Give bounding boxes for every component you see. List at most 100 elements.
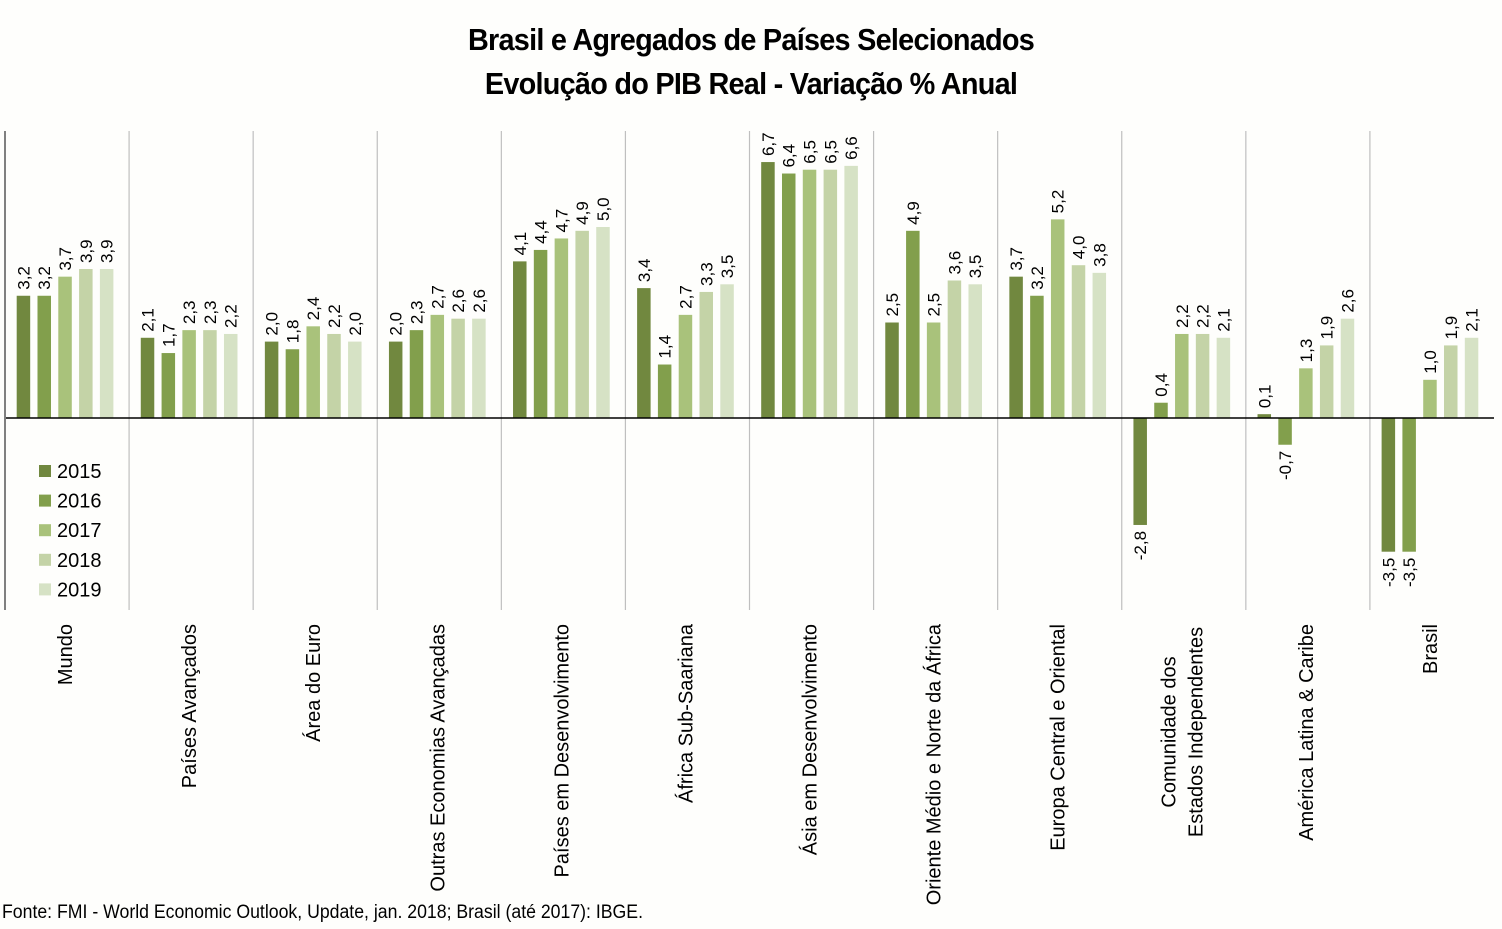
value-label: 2,7	[428, 285, 447, 309]
value-label: 2,3	[180, 300, 199, 324]
bar-2016	[657, 364, 672, 418]
bar-2015	[761, 162, 775, 418]
bar-2019	[720, 284, 734, 418]
bar-2015	[16, 295, 31, 418]
value-label: 2,4	[304, 297, 323, 321]
category-label: Países Avançados	[179, 624, 201, 788]
bar-2015	[1257, 414, 1272, 418]
bar-2016	[1278, 418, 1292, 445]
bar-2015	[388, 341, 403, 418]
bar-2016	[906, 230, 920, 418]
legend-item-2019: 2019	[39, 579, 102, 601]
value-label: 2,6	[449, 289, 468, 313]
legend-item-2016: 2016	[39, 491, 102, 513]
legend: 2015 2016 2017 2018 2019	[39, 461, 102, 601]
bar-2017	[430, 314, 445, 418]
value-label: 3,5	[718, 255, 737, 279]
category-label: Comunidade dos	[1158, 656, 1180, 807]
value-label: 4,9	[904, 201, 923, 225]
bar-2019	[472, 318, 486, 418]
legend-label: 2015	[57, 461, 102, 483]
bar-2015	[885, 322, 899, 418]
category-label: Brasil	[1420, 624, 1442, 674]
legend-label: 2018	[57, 550, 102, 572]
value-label: 2,1	[139, 308, 158, 332]
source-note: Fonte: FMI - World Economic Outlook, Upd…	[2, 902, 643, 923]
value-label: 2,6	[470, 289, 489, 313]
value-label: 3,3	[697, 262, 716, 286]
value-label: 4,7	[552, 209, 571, 233]
bar-2018	[451, 318, 465, 418]
bar-2018	[1444, 345, 1458, 418]
bar-2017	[1423, 379, 1437, 418]
bar-2017	[1050, 219, 1065, 418]
category-label: Outras Economias Avançadas	[427, 624, 449, 892]
value-label: 3,2	[1028, 266, 1047, 290]
category-label: Oriente Médio e Norte da África	[923, 623, 946, 905]
bar-2017	[802, 169, 817, 418]
value-label: 0,1	[1255, 385, 1274, 409]
category-label: Europa Central e Oriental	[1048, 624, 1070, 851]
value-label: 1,7	[159, 323, 178, 347]
value-label: 2,0	[346, 312, 365, 336]
value-label: 3,9	[98, 239, 117, 263]
bar-2019	[348, 341, 362, 418]
value-label: 5,2	[1049, 190, 1068, 214]
bar-2018	[823, 169, 838, 418]
value-label: 2,1	[1463, 308, 1482, 332]
category-label: Mundo	[55, 624, 77, 685]
bar-2018	[1319, 345, 1334, 418]
value-label: 2,3	[201, 300, 220, 324]
bar-2017	[1175, 333, 1189, 418]
legend-item-2017: 2017	[39, 520, 102, 542]
value-label: 2,7	[676, 285, 695, 309]
legend-item-2015: 2015	[39, 461, 102, 483]
value-label: -0,7	[1276, 451, 1295, 480]
category-label: Ásia em Desenvolvimento	[799, 624, 822, 855]
category-label: África Sub-Saariana	[674, 623, 697, 803]
bar-2018	[575, 230, 589, 418]
bar-2016	[533, 249, 548, 418]
bar-2019	[596, 227, 610, 418]
category-label: Países em Desenvolvimento	[551, 624, 573, 877]
value-label: 3,9	[77, 239, 96, 263]
value-label: 6,7	[759, 132, 778, 156]
value-label: -3,5	[1379, 558, 1398, 587]
chart-title-line-1: Brasil e Agregados de Países Selecionado…	[467, 22, 1035, 57]
bar-2016	[1030, 295, 1044, 418]
value-label: 2,0	[263, 312, 282, 336]
bars	[16, 162, 1479, 552]
value-label: -2,8	[1131, 531, 1150, 560]
bar-2019	[968, 284, 982, 418]
bar-2019	[844, 165, 858, 418]
value-label: 6,5	[801, 140, 820, 164]
value-label: 2,1	[1214, 308, 1233, 332]
value-label: 4,1	[511, 232, 530, 256]
value-label: 3,2	[35, 266, 54, 290]
value-label: 2,3	[407, 300, 426, 324]
bar-2016	[1402, 418, 1416, 552]
category-label: América Latina & Caribe	[1296, 624, 1318, 841]
bar-2017	[1299, 368, 1313, 418]
value-label: 1,3	[1297, 339, 1316, 363]
legend-swatch	[39, 524, 51, 537]
bar-2017	[306, 326, 320, 418]
bar-2017	[58, 276, 72, 418]
chart-title: Brasil e Agregados de Países Selecionado…	[53, 18, 1450, 106]
value-label: 3,7	[56, 247, 75, 271]
bar-2018	[1071, 265, 1086, 418]
bar-2018	[947, 280, 962, 418]
value-label: 1,0	[1421, 350, 1440, 374]
value-label: -3,5	[1400, 558, 1419, 587]
bar-2017	[182, 330, 196, 418]
category-label: Estados Independentes	[1185, 627, 1207, 837]
value-label: 2,2	[222, 304, 241, 328]
bar-2015	[140, 337, 155, 418]
value-label: 2,2	[325, 304, 344, 328]
value-label: 5,0	[594, 197, 613, 221]
bar-2019	[1464, 337, 1479, 418]
bar-2019	[223, 333, 238, 418]
value-label: 3,4	[635, 258, 654, 282]
bar-2019	[99, 269, 114, 418]
